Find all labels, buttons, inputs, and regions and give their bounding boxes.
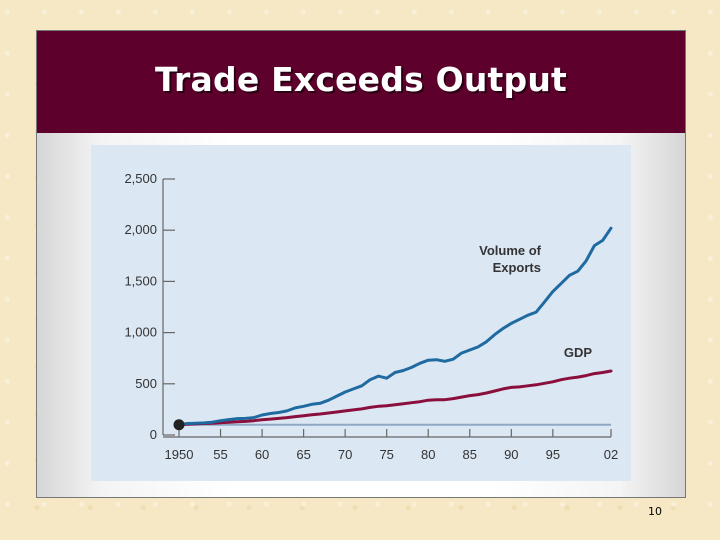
y-tick-label: 0	[150, 427, 157, 442]
x-tick-label: 90	[504, 447, 518, 462]
y-tick-label: 2,000	[124, 222, 157, 237]
x-tick-label: 1950	[165, 447, 194, 462]
x-tick-label: 75	[379, 447, 393, 462]
x-tick-label: 60	[255, 447, 269, 462]
x-tick-label: 02	[604, 447, 618, 462]
page-number: 10	[648, 505, 662, 518]
y-tick-label: 1,000	[124, 325, 157, 340]
gdp-series-line	[177, 369, 613, 427]
x-tick-label: 55	[213, 447, 227, 462]
y-tick-label: 1,500	[124, 273, 157, 288]
y-tick-label: 2,500	[124, 171, 157, 186]
gdp-series-label: GDP	[564, 345, 593, 360]
line-chart: 0 500 1,000 1,500 2,000 2,500 1950 55 60 65 70 75 80…	[124, 171, 618, 462]
x-tick-label: 65	[296, 447, 310, 462]
x-tick-label: 70	[338, 447, 352, 462]
slide-frame: Trade Exceeds Output 0 500 1,000 1,500 2,000…	[36, 30, 686, 498]
chart-panel: 0 500 1,000 1,500 2,000 2,500 1950 55 60 65 70 75 80…	[91, 145, 631, 481]
title-bar: Trade Exceeds Output	[37, 31, 685, 133]
x-tick-label: 80	[421, 447, 435, 462]
y-tick-label: 500	[135, 376, 157, 391]
start-point-marker	[173, 419, 185, 431]
x-tick-label: 85	[463, 447, 477, 462]
exports-series-label: Volume of Exports	[479, 243, 542, 275]
x-tick-label: 95	[546, 447, 560, 462]
slide-title: Trade Exceeds Output	[154, 59, 568, 99]
exports-series-line	[177, 226, 613, 427]
